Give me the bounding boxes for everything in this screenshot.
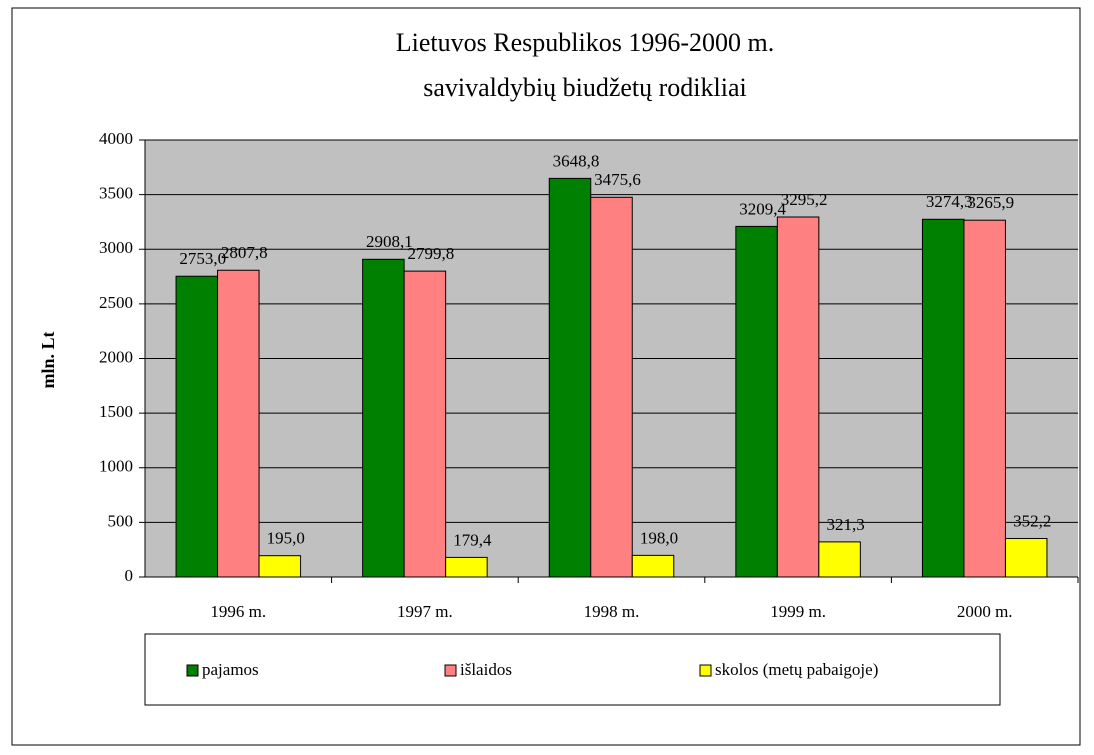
y-tick-label: 2000: [99, 347, 133, 366]
value-label: 3475,6: [594, 170, 641, 189]
y-tick-label: 0: [125, 566, 134, 585]
bar: [921, 218, 965, 578]
y-tick-label: 2500: [99, 293, 133, 312]
bar: [175, 275, 219, 578]
y-tick-label: 3500: [99, 184, 133, 203]
x-tick-label: 2000 m.: [957, 602, 1013, 621]
legend-box: [144, 633, 1001, 706]
value-label: 321,3: [826, 515, 864, 534]
y-tick-label: 3000: [99, 238, 133, 257]
value-label: 2753,0: [179, 249, 226, 268]
bar: [963, 219, 1006, 578]
x-tick-label: 1998 m.: [584, 602, 640, 621]
bar: [217, 269, 260, 578]
legend-swatch: [444, 664, 457, 677]
legend-label: pajamos: [202, 660, 259, 679]
y-tick-label: 500: [108, 511, 134, 530]
value-label: 3209,4: [739, 199, 786, 218]
value-label: 195,0: [267, 529, 305, 548]
bar: [590, 196, 633, 578]
bar: [362, 258, 405, 578]
value-label: 2799,8: [408, 244, 455, 263]
bar: [445, 556, 488, 578]
x-tick-label: 1997 m.: [397, 602, 453, 621]
value-label: 2807,8: [221, 243, 268, 262]
bar: [403, 270, 447, 578]
bar: [548, 177, 592, 578]
y-axis-label: mln. Lt: [38, 331, 58, 388]
chart-title: Lietuvos Respublikos 1996-2000 m.: [396, 28, 774, 57]
legend-swatch: [186, 664, 199, 677]
chart-title: savivaldybių biudžetų rodikliai: [423, 73, 747, 102]
bar: [776, 216, 820, 578]
value-label: 198,0: [640, 528, 678, 547]
y-tick-label: 1000: [99, 457, 133, 476]
y-tick-label: 1500: [99, 402, 133, 421]
bar: [818, 541, 861, 578]
bar: [258, 555, 302, 578]
y-tick-label: 4000: [99, 129, 133, 148]
x-tick-label: 1996 m.: [210, 602, 266, 621]
legend-swatch: [699, 664, 712, 677]
value-label: 3648,8: [553, 151, 600, 170]
bar: [735, 225, 778, 578]
value-label: 3265,9: [967, 193, 1014, 212]
legend-label: išlaidos: [460, 660, 512, 679]
value-label: 2908,1: [366, 232, 413, 251]
bar: [631, 554, 675, 578]
x-tick-label: 1999 m.: [770, 602, 826, 621]
value-label: 3274,3: [926, 192, 973, 211]
value-label: 179,4: [453, 530, 492, 549]
legend-label: skolos (metų pabaigoje): [715, 660, 878, 679]
value-label: 352,2: [1013, 511, 1051, 530]
value-label: 3295,2: [781, 190, 828, 209]
bar: [1004, 538, 1048, 578]
